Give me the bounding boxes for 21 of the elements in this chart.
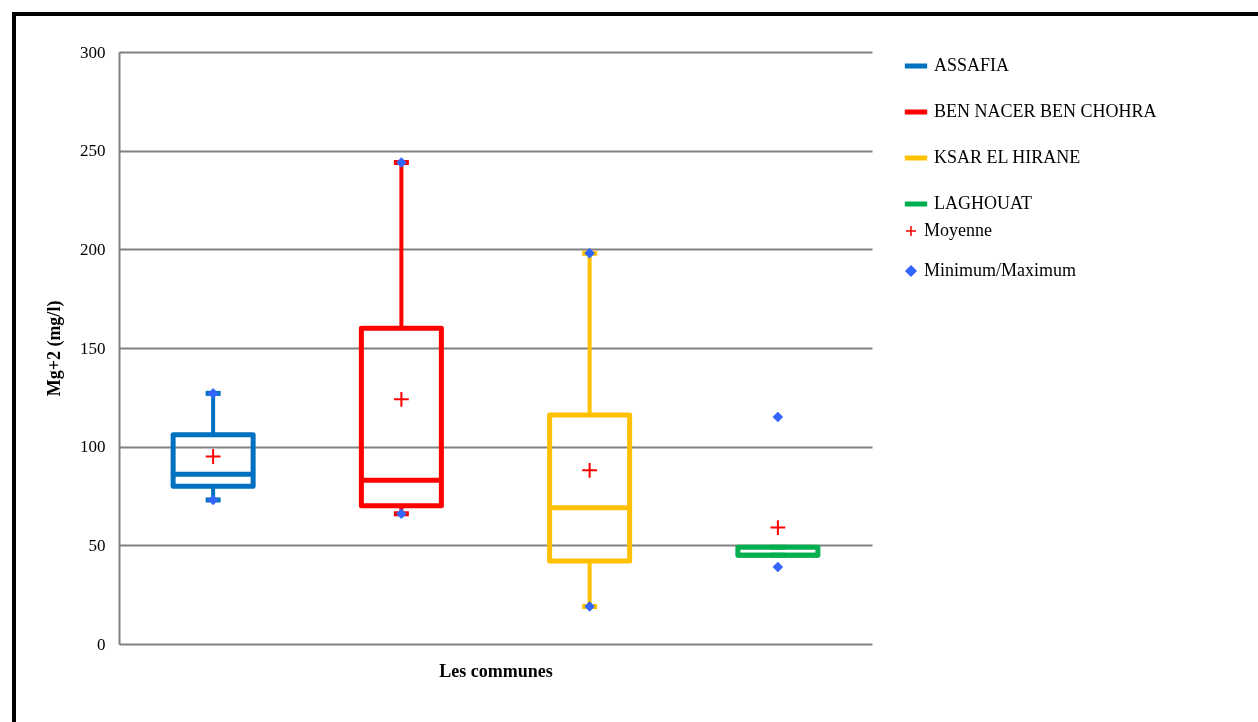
legend-label: KSAR EL HIRANE: [934, 147, 1081, 167]
y-tick-label: 0: [97, 634, 106, 654]
point: [392, 390, 410, 408]
y-tick-label: 200: [80, 239, 106, 259]
y-tick-label: 100: [80, 437, 106, 457]
legend-label: LAGHOUAT: [934, 193, 1032, 213]
y-tick-label: 300: [80, 42, 106, 62]
y-tick-label: 50: [88, 535, 106, 555]
legend-label: BEN NACER BEN CHOHRA: [934, 101, 1157, 121]
point: [773, 562, 783, 572]
point: [581, 461, 599, 479]
legend-label: Minimum/Maximum: [924, 260, 1077, 280]
y-tick-label: 250: [80, 141, 106, 161]
y-axis-title: Mg+2 (mg/l): [44, 300, 65, 397]
x-axis-title: Les communes: [439, 660, 553, 681]
point: [769, 519, 787, 536]
y-tick-label: 150: [80, 338, 106, 358]
point: [773, 412, 783, 422]
legend-label: Moyenne: [924, 220, 992, 240]
legend-label: ASSAFIA: [934, 55, 1010, 75]
point: [204, 448, 222, 465]
